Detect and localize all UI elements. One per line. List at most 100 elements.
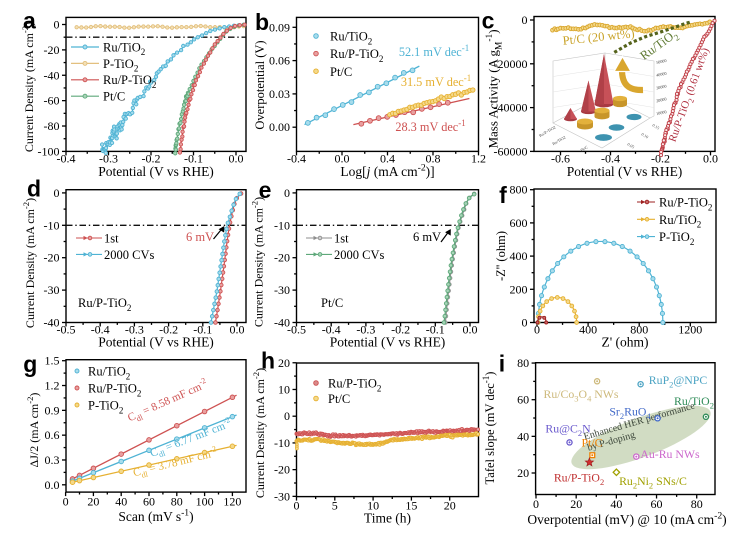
svg-text:20: 20: [444, 499, 456, 513]
svg-text:-100: -100: [38, 144, 60, 158]
svg-text:-0.2: -0.2: [651, 152, 670, 166]
svg-text:Pt/C: Pt/C: [330, 65, 352, 79]
svg-text:Ru/TiO2: Ru/TiO2: [659, 213, 701, 230]
svg-text:1st: 1st: [334, 231, 349, 245]
svg-text:120: 120: [223, 495, 241, 509]
svg-text:Current Density (mA cm-2): Current Density (mA cm-2): [21, 198, 37, 328]
svg-text:0.05: 0.05: [627, 142, 636, 150]
svg-text:Ru/TiO2: Ru/TiO2: [88, 365, 130, 382]
svg-text:Ru/P-TiO2: Ru/P-TiO2: [554, 471, 604, 488]
svg-text:0: 0: [534, 323, 540, 337]
svg-text:0.03: 0.03: [269, 87, 290, 101]
svg-text:-0.3: -0.3: [356, 323, 375, 337]
svg-text:30000: 30000: [656, 84, 667, 91]
svg-text:0.9: 0.9: [45, 403, 60, 417]
svg-text:Pt/C: Pt/C: [328, 392, 350, 406]
svg-text:Current Density (mA cm-2): Current Density (mA cm-2): [251, 368, 267, 498]
svg-text:1.2: 1.2: [471, 152, 486, 166]
svg-text:0.10: 0.10: [641, 132, 650, 140]
svg-text:Potential (V vs RHE): Potential (V vs RHE): [98, 164, 214, 179]
svg-text:0: 0: [522, 13, 528, 27]
svg-text:0: 0: [522, 316, 528, 330]
svg-text:-40: -40: [274, 316, 290, 330]
svg-text:60: 60: [517, 393, 529, 407]
svg-text:0.0: 0.0: [463, 323, 478, 337]
svg-text:Z' (ohm): Z' (ohm): [601, 335, 648, 350]
svg-text:Overpotential (V): Overpotential (V): [253, 40, 267, 129]
svg-text:i: i: [499, 351, 505, 377]
svg-text:-0.1: -0.1: [426, 323, 445, 337]
svg-text:20: 20: [570, 497, 582, 511]
svg-text:6 mV: 6 mV: [186, 230, 214, 244]
svg-text:-10: -10: [274, 436, 290, 450]
svg-text:20: 20: [278, 356, 290, 370]
svg-text:-0.1: -0.1: [193, 323, 212, 337]
svg-text:Mass Activity (A gM-1): Mass Activity (A gM-1): [485, 29, 504, 148]
svg-text:Overpotential (mV) @ 10 (mA cm: Overpotential (mV) @ 10 (mA cm-2): [527, 510, 726, 527]
svg-text:Ru/Co3O4 NWs: Ru/Co3O4 NWs: [543, 387, 618, 404]
svg-text:1200: 1200: [678, 323, 702, 337]
svg-text:Au-Ru NWs: Au-Ru NWs: [640, 447, 700, 461]
svg-text:-20: -20: [274, 463, 290, 477]
svg-text:20000: 20000: [656, 96, 667, 103]
svg-text:a: a: [23, 8, 36, 34]
svg-text:-0.4: -0.4: [91, 323, 110, 337]
svg-text:-40000: -40000: [494, 101, 528, 115]
svg-text:10000: 10000: [656, 109, 667, 116]
svg-text:100: 100: [196, 495, 214, 509]
svg-text:31.5 mV dec-1: 31.5 mV dec-1: [401, 73, 471, 89]
svg-text:Ru/TiO2: Ru/TiO2: [103, 40, 145, 57]
svg-text:2000 CVs: 2000 CVs: [334, 248, 384, 262]
svg-text:-20: -20: [44, 43, 60, 57]
svg-text:Ru/P-TiO2: Ru/P-TiO2: [659, 196, 712, 213]
svg-text:-30: -30: [274, 283, 290, 297]
svg-text:Pt/C: Pt/C: [321, 296, 343, 310]
svg-text:400: 400: [579, 323, 597, 337]
svg-text:50000: 50000: [656, 58, 667, 65]
svg-text:0.06: 0.06: [269, 54, 290, 68]
svg-text:0: 0: [63, 495, 69, 509]
svg-text:-10: -10: [274, 218, 290, 232]
svg-text:g: g: [23, 351, 37, 377]
svg-text:0.0: 0.0: [703, 152, 718, 166]
svg-text:Ru/P-TiO2: Ru/P-TiO2: [330, 47, 383, 64]
svg-text:Log[j (mA cm-2)]: Log[j (mA cm-2)]: [340, 162, 434, 179]
svg-text:40: 40: [517, 429, 529, 443]
svg-text:-30: -30: [274, 489, 290, 503]
svg-text:-40: -40: [44, 68, 60, 82]
svg-text:-0.5: -0.5: [287, 323, 306, 337]
svg-text:1.5: 1.5: [45, 354, 60, 368]
svg-text:0: 0: [294, 499, 300, 513]
svg-text:Ru/TiO2: Ru/TiO2: [674, 394, 714, 411]
svg-text:Tafel slope (mV dec-1): Tafel slope (mV dec-1): [481, 372, 497, 485]
svg-text:Potential (V vs RHE): Potential (V vs RHE): [98, 335, 214, 350]
svg-text:40000: 40000: [656, 71, 667, 78]
svg-text:0.09: 0.09: [269, 20, 290, 34]
svg-text:20: 20: [517, 466, 529, 480]
svg-text:-40: -40: [44, 316, 60, 330]
svg-text:Time (h): Time (h): [364, 511, 411, 526]
svg-text:-0.2: -0.2: [159, 323, 178, 337]
svg-text:2000 CVs: 2000 CVs: [104, 248, 154, 262]
svg-text:-60000: -60000: [494, 144, 528, 158]
svg-text:-0.3: -0.3: [125, 323, 144, 337]
svg-text:Scan (mV s-1): Scan (mV s-1): [118, 507, 193, 524]
svg-text:P-TiO2: P-TiO2: [88, 399, 123, 416]
svg-text:0.0: 0.0: [229, 152, 244, 166]
svg-text:15: 15: [405, 499, 417, 513]
svg-text:20: 20: [87, 495, 99, 509]
svg-text:Pt/C: Pt/C: [580, 144, 589, 152]
svg-text:-0.4: -0.4: [287, 152, 306, 166]
svg-text:c: c: [482, 8, 495, 34]
svg-text:40: 40: [115, 495, 127, 509]
svg-text:d: d: [27, 176, 41, 202]
svg-text:ΔJ/2 (mA cm-2): ΔJ/2 (mA cm-2): [25, 393, 41, 468]
svg-text:h: h: [261, 348, 275, 374]
svg-text:-Z'' (ohm): -Z'' (ohm): [494, 231, 508, 281]
svg-text:Sr2RuO4: Sr2RuO4: [609, 405, 651, 422]
svg-text:Ru/P-TiO2: Ru/P-TiO2: [78, 296, 131, 313]
svg-text:Current Density (mA cm-2): Current Density (mA cm-2): [250, 197, 266, 327]
svg-text:1st: 1st: [104, 231, 119, 245]
svg-text:0: 0: [54, 186, 60, 200]
svg-text:400: 400: [510, 249, 528, 263]
